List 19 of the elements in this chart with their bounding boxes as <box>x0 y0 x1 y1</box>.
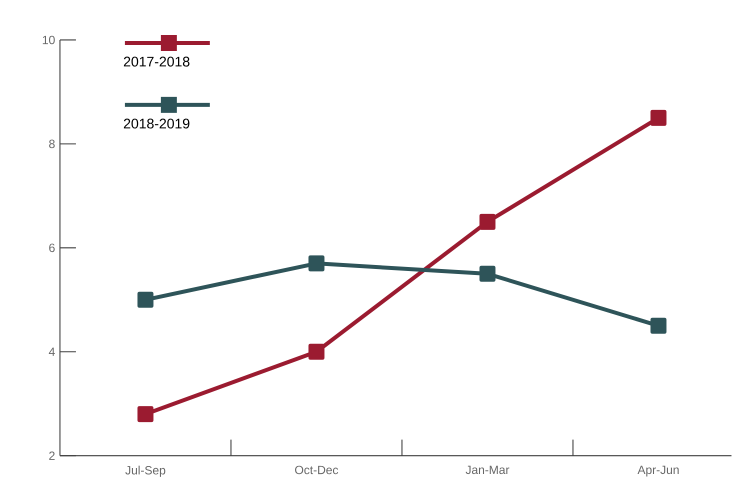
x-tick-label: Jul-Sep <box>125 466 166 478</box>
point <box>479 214 496 230</box>
point <box>308 256 324 272</box>
point <box>650 318 666 334</box>
legend-label: 2018-2019 <box>124 118 190 129</box>
point <box>650 110 666 126</box>
legend-label: 2017-2018 <box>124 56 190 67</box>
point <box>137 406 154 422</box>
point <box>479 266 496 282</box>
y-tick-label: 10 <box>42 36 55 44</box>
point <box>137 292 154 308</box>
x-tick-label: Oct-Dec <box>295 466 338 474</box>
y-tick-label: 6 <box>49 244 55 252</box>
point <box>308 344 324 360</box>
y-tick-label: 2 <box>49 452 55 460</box>
y-tick-label: 4 <box>48 348 55 356</box>
x-tick-label: Jan-Mar <box>466 466 510 474</box>
y-tick-label: 8 <box>49 140 55 148</box>
x-tick-label: Apr-Jun <box>638 466 679 477</box>
